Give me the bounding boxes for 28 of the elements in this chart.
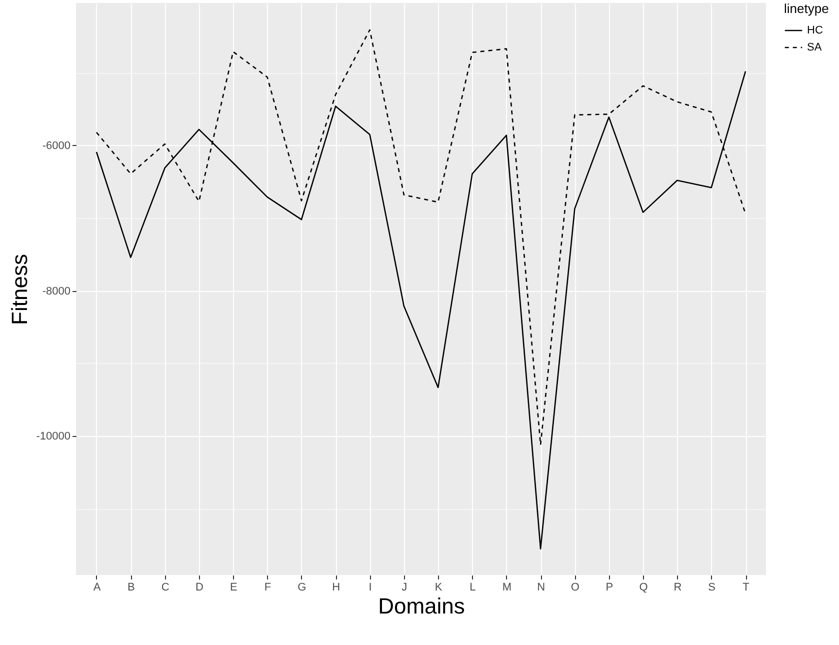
- x-tick-label: S: [708, 582, 716, 594]
- x-tick-label: G: [298, 582, 306, 594]
- legend-label: HC: [807, 24, 823, 36]
- y-tick-label: -6000: [42, 140, 70, 152]
- y-tick-label: -10000: [36, 430, 70, 443]
- x-tick-label: C: [161, 582, 170, 594]
- x-tick-label: B: [127, 582, 135, 594]
- x-tick-label: J: [402, 582, 408, 594]
- x-tick-label: E: [230, 582, 238, 594]
- x-tick-label: P: [606, 582, 614, 594]
- y-axis-title: Fitness: [7, 254, 32, 325]
- legend-title: linetype: [784, 1, 829, 16]
- legend-label: SA: [807, 42, 822, 54]
- x-tick-label: R: [674, 582, 682, 594]
- x-tick-label: O: [570, 582, 580, 594]
- x-tick-label: I: [368, 582, 372, 594]
- x-tick-label: D: [195, 582, 204, 594]
- x-tick-label: L: [470, 582, 476, 594]
- x-tick-label: Q: [639, 582, 648, 594]
- y-tick-label: -8000: [42, 285, 70, 298]
- x-tick-label: T: [742, 582, 750, 594]
- x-axis-title: Domains: [378, 594, 465, 618]
- x-tick-label: N: [537, 582, 546, 594]
- x-tick-label: K: [434, 582, 443, 594]
- x-tick-label: A: [93, 582, 102, 594]
- x-tick-label: H: [332, 582, 340, 594]
- x-tick-label: F: [264, 582, 272, 594]
- x-tick-label: M: [502, 582, 512, 594]
